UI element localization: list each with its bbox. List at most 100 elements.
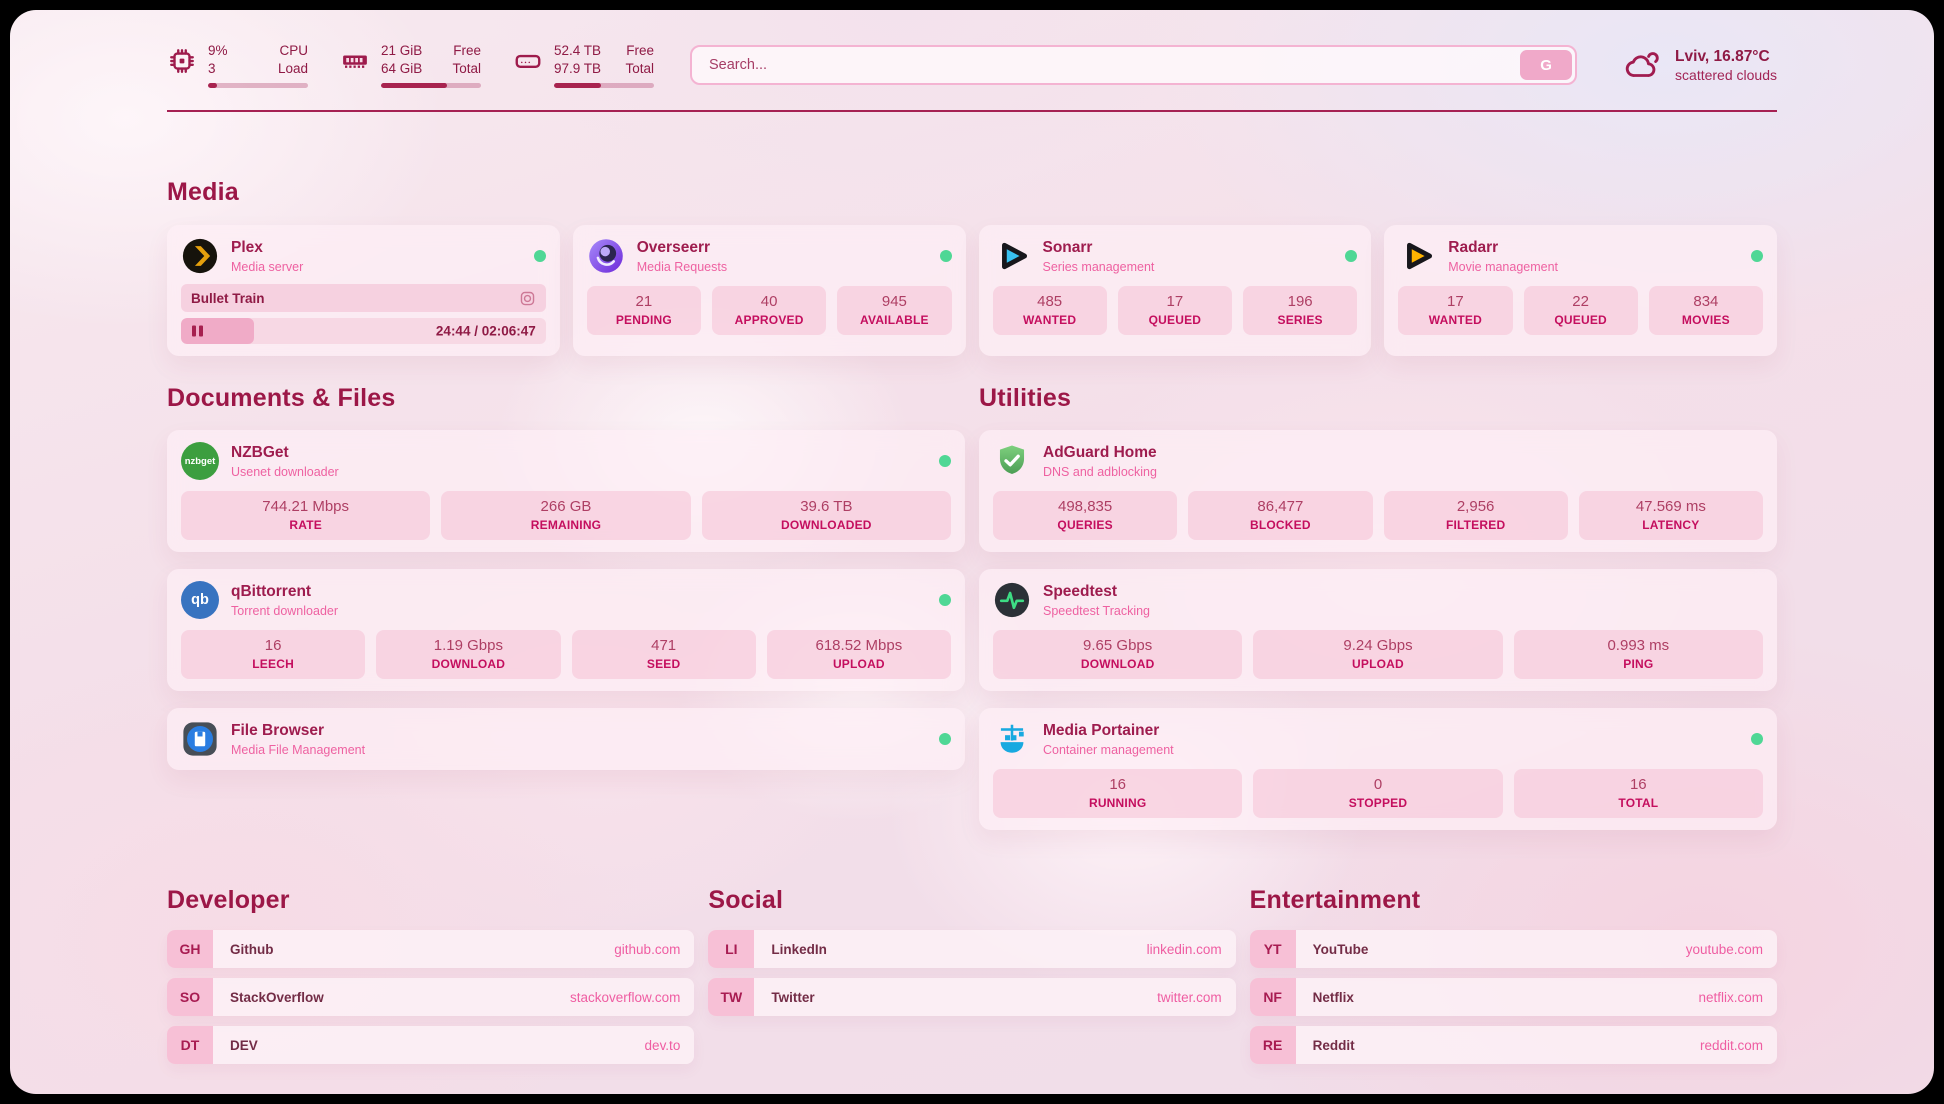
bookmark-dev[interactable]: DT DEV dev.to: [167, 1026, 695, 1065]
bookmark-youtube[interactable]: YT YouTube youtube.com: [1249, 930, 1777, 969]
section-title-entertainment: Entertainment: [1249, 886, 1421, 915]
app-subtitle: Series management: [1042, 259, 1155, 274]
stat-tile: 0 STOPPED: [1253, 769, 1503, 819]
filebrowser-icon: [181, 720, 219, 758]
bookmark-abbr: DT: [167, 1026, 213, 1065]
app-name: Overseerr: [636, 238, 711, 256]
app-card-radarr[interactable]: Radarr Movie management 17 WANTED 22 QUEUE…: [1384, 225, 1777, 357]
app-subtitle: Container management: [1043, 742, 1174, 757]
app-subtitle: DNS and adblocking: [1043, 464, 1157, 479]
stat-tile: 86,477 BLOCKED: [1188, 491, 1373, 541]
bookmark-abbr: TW: [708, 978, 755, 1017]
speedtest-icon: [993, 581, 1031, 619]
app-name: AdGuard Home: [1043, 443, 1157, 461]
bookmark-netflix[interactable]: NF Netflix netflix.com: [1249, 978, 1777, 1017]
stat-tile: 22 QUEUED: [1523, 286, 1638, 336]
weather-condition: scattered clouds: [1675, 66, 1777, 83]
app-name: Media Portainer: [1043, 721, 1160, 739]
weather-location-temp: Lviv, 16.87°C: [1675, 47, 1770, 65]
status-online-dot: [1751, 733, 1763, 746]
section-title-social: Social: [708, 886, 784, 915]
overseerr-icon: [587, 237, 625, 275]
ram-free-value: 21 GiB: [381, 43, 423, 58]
stat-tile: 0.993 ms PING: [1513, 630, 1763, 680]
weather-widget: Lviv, 16.87°C scattered clouds: [1621, 47, 1777, 83]
app-card-sonarr[interactable]: Sonarr Series management 485 WANTED 17 QUE…: [978, 225, 1372, 357]
disk-icon: [515, 54, 541, 68]
nzbget-icon: nzbget: [181, 442, 219, 481]
app-subtitle: Movie management: [1448, 259, 1559, 274]
bookmark-stackoverflow[interactable]: SO StackOverflow stackoverflow.com: [167, 978, 695, 1017]
bookmark-group-developer: Developer GH Github github.com SO StackO…: [167, 886, 695, 1065]
bookmark-twitter[interactable]: TW Twitter twitter.com: [708, 978, 1236, 1017]
ram-total-value: 64 GiB: [381, 61, 423, 77]
app-subtitle: Media File Management: [231, 742, 366, 757]
app-card-overseerr[interactable]: Overseerr Media Requests 21 PENDING 40 APP…: [572, 225, 966, 357]
stat-tile: 834 MOVIES: [1648, 286, 1763, 336]
stat-tile: 21 PENDING: [586, 286, 701, 336]
stat-tile: 266 GB REMAINING: [441, 491, 691, 541]
stat-tile: 498,835 QUERIES: [993, 491, 1178, 541]
status-online-dot: [939, 733, 951, 746]
disk-free-label: Free: [626, 43, 654, 58]
status-online-dot: [1751, 250, 1763, 263]
bookmark-github[interactable]: GH Github github.com: [167, 930, 695, 969]
bookmark-url: netflix.com: [1698, 989, 1763, 1005]
disk-widget: 52.4 TB 97.9 TB Free Total: [513, 42, 654, 89]
now-playing-row: Bullet Train: [181, 284, 546, 313]
adguard-icon: [993, 442, 1031, 480]
app-name: Radarr: [1448, 238, 1499, 256]
bookmark-name: DEV: [230, 1037, 258, 1053]
stat-tile: 47.569 ms LATENCY: [1578, 491, 1763, 541]
app-name: File Browser: [231, 721, 325, 739]
stat-tile: 17 WANTED: [1398, 286, 1513, 336]
stat-tile: 16 LEECH: [181, 630, 366, 680]
section-title-documents: Documents & Files: [167, 384, 396, 413]
ram-widget: 21 GiB 64 GiB Free Total: [340, 42, 481, 89]
bookmark-url: stackoverflow.com: [570, 989, 681, 1005]
stat-tile: 2,956 FILTERED: [1383, 491, 1568, 541]
app-card-qbittorrent[interactable]: qb qBittorrent Torrent downloader 16 LEEC…: [167, 569, 965, 692]
bookmark-group-entertainment: Entertainment YT YouTube youtube.com NF …: [1249, 886, 1777, 1065]
stat-tile: 744.21 Mbps RATE: [181, 491, 431, 541]
radarr-icon: [1398, 237, 1436, 275]
app-card-adguard[interactable]: AdGuard Home DNS and adblocking 498,835 Q…: [979, 430, 1777, 553]
disk-free-value: 52.4 TB: [554, 43, 602, 58]
app-card-plex[interactable]: Plex Media server Bullet Train: [167, 225, 560, 357]
status-online-dot: [533, 250, 546, 263]
section-title-developer: Developer: [167, 886, 290, 915]
app-card-nzbget[interactable]: nzbget NZBGet Usenet downloader 744.21 M…: [167, 430, 965, 553]
playback-time: 24:44 / 02:06:47: [435, 323, 536, 339]
app-name: Plex: [231, 238, 263, 256]
now-playing-title: Bullet Train: [191, 290, 265, 306]
cpu-load-label: Load: [277, 61, 308, 77]
pause-icon[interactable]: [192, 325, 203, 337]
header-divider: [167, 110, 1777, 113]
app-subtitle: Usenet downloader: [231, 464, 339, 479]
dashboard-page: 9% 3 CPU Load: [10, 10, 1934, 1094]
stat-tile: 471 SEED: [571, 630, 756, 680]
bookmark-abbr: SO: [167, 978, 213, 1017]
app-card-speedtest[interactable]: Speedtest Speedtest Tracking 9.65 Gbps DO…: [979, 569, 1777, 692]
app-name: qBittorrent: [231, 582, 312, 600]
cloud-icon: [1625, 52, 1659, 78]
bookmark-name: StackOverflow: [230, 989, 324, 1005]
section-title-utilities: Utilities: [979, 384, 1072, 413]
stat-tile: 196 SERIES: [1243, 286, 1358, 336]
app-card-portainer[interactable]: Media Portainer Container management 16 R…: [979, 708, 1777, 831]
ram-total-label: Total: [452, 61, 481, 77]
portainer-icon: [993, 720, 1031, 758]
search-engine-button[interactable]: G: [1520, 50, 1573, 81]
bookmark-reddit[interactable]: RE Reddit reddit.com: [1249, 1026, 1777, 1065]
bookmark-linkedin[interactable]: LI LinkedIn linkedin.com: [708, 930, 1236, 969]
app-name: NZBGet: [231, 443, 289, 461]
bookmark-name: Github: [230, 941, 274, 957]
bookmark-url: linkedin.com: [1146, 941, 1222, 957]
app-card-filebrowser[interactable]: File Browser Media File Management: [167, 708, 965, 771]
bookmark-url: youtube.com: [1685, 941, 1763, 957]
bookmark-group-social: Social LI LinkedIn linkedin.com TW Twitt…: [708, 886, 1236, 1017]
search-input[interactable]: [695, 57, 1521, 74]
stat-tile: 485 WANTED: [992, 286, 1107, 336]
cpu-load-value: 3: [208, 61, 216, 77]
stat-tile: 17 QUEUED: [1117, 286, 1232, 336]
